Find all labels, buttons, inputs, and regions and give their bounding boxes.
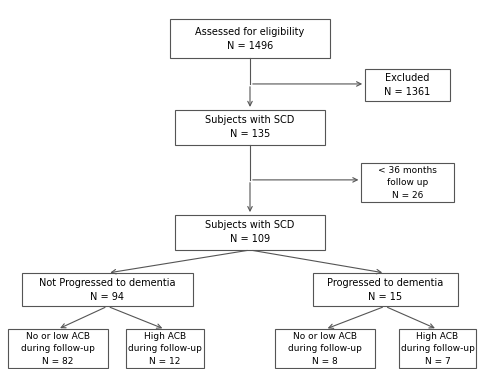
- Text: No or low ACB
during follow-up
N = 8: No or low ACB during follow-up N = 8: [288, 332, 362, 366]
- Text: Subjects with SCD
N = 135: Subjects with SCD N = 135: [206, 115, 294, 139]
- Text: High ACB
during follow-up
N = 7: High ACB during follow-up N = 7: [400, 332, 474, 366]
- Text: Progressed to dementia
N = 15: Progressed to dementia N = 15: [327, 277, 443, 302]
- Text: Subjects with SCD
N = 109: Subjects with SCD N = 109: [206, 220, 294, 245]
- FancyBboxPatch shape: [361, 163, 454, 202]
- FancyBboxPatch shape: [399, 329, 476, 368]
- FancyBboxPatch shape: [170, 19, 330, 58]
- Text: No or low ACB
during follow-up
N = 82: No or low ACB during follow-up N = 82: [20, 332, 94, 366]
- FancyBboxPatch shape: [275, 329, 375, 368]
- FancyBboxPatch shape: [175, 215, 325, 250]
- FancyBboxPatch shape: [126, 329, 204, 368]
- Text: Excluded
N = 1361: Excluded N = 1361: [384, 73, 430, 97]
- Text: < 36 months
follow up
N = 26: < 36 months follow up N = 26: [378, 166, 437, 200]
- FancyBboxPatch shape: [312, 273, 458, 306]
- FancyBboxPatch shape: [365, 69, 450, 101]
- Text: Assessed for eligibility
N = 1496: Assessed for eligibility N = 1496: [196, 27, 304, 51]
- Text: High ACB
during follow-up
N = 12: High ACB during follow-up N = 12: [128, 332, 202, 366]
- Text: Not Progressed to dementia
N = 94: Not Progressed to dementia N = 94: [39, 277, 176, 302]
- FancyBboxPatch shape: [8, 329, 108, 368]
- FancyBboxPatch shape: [22, 273, 192, 306]
- FancyBboxPatch shape: [175, 110, 325, 145]
